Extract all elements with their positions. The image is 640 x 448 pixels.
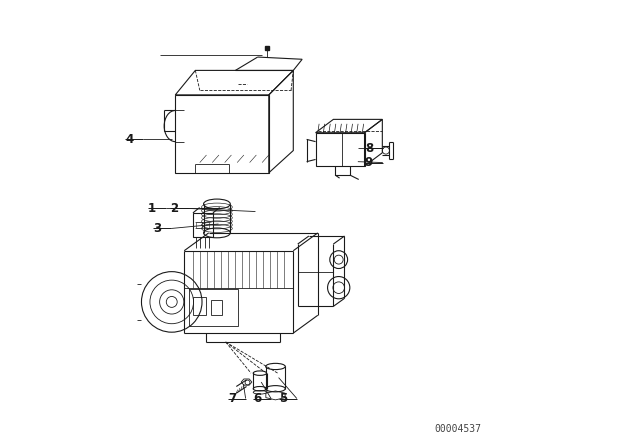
Bar [189,289,237,327]
Text: 8: 8 [365,142,373,155]
Text: 5: 5 [279,392,287,405]
Text: 00004537: 00004537 [435,424,481,434]
Text: 3: 3 [154,222,161,235]
Text: 2: 2 [170,202,178,215]
Text: 7: 7 [228,392,236,405]
Text: 1: 1 [148,202,156,215]
Text: 6: 6 [253,392,261,405]
Text: 9: 9 [365,156,373,169]
Bar [193,297,207,315]
Bar [196,222,202,228]
Bar [211,300,222,315]
Bar [204,222,209,228]
Bar [193,213,213,237]
Text: 4: 4 [125,133,134,146]
